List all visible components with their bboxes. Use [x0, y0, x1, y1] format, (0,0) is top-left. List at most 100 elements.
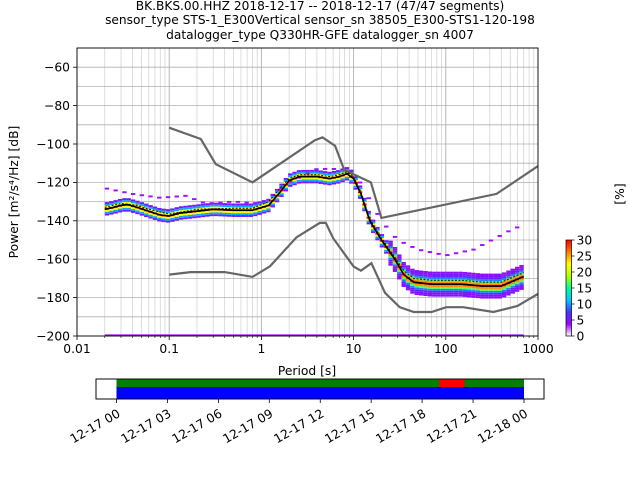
ppsd-cell [165, 216, 171, 219]
ppsd-cell [423, 280, 428, 283]
ppsd-cell [144, 213, 149, 216]
ppsd-cell [266, 210, 271, 213]
ppsd-cell [432, 294, 437, 297]
ppsd-cell [410, 287, 415, 290]
ppsd-cell [410, 285, 415, 288]
ppsd-cell [414, 275, 419, 278]
availability-tick-label: 12-17 18 [373, 406, 428, 446]
ppsd-cell [357, 195, 363, 197]
ppsd-cell [423, 288, 428, 291]
ppsd-cell [200, 203, 206, 206]
ppsd-cell [458, 288, 463, 291]
ppsd-cell [410, 282, 415, 285]
ppsd-cell [144, 203, 149, 206]
ppsd-cell [432, 277, 437, 280]
ppsd-cell [200, 213, 206, 216]
ppsd-cell [458, 275, 463, 278]
availability-tick-label: 12-17 09 [221, 406, 276, 446]
ppsd-cell [514, 272, 520, 275]
ppsd-cell [405, 278, 411, 281]
ppsd-cell [174, 218, 179, 221]
ppsd-cell [449, 287, 454, 289]
ppsd-cell [423, 271, 428, 273]
ppsd-cell [510, 278, 515, 281]
ppsd-cell [471, 291, 476, 294]
ppsd-cell [506, 272, 511, 275]
ppsd-cell [344, 178, 350, 181]
ppsd-cell [270, 197, 275, 200]
ppsd-cell [488, 287, 494, 289]
ppsd-outlier-cell [488, 239, 494, 242]
ppsd-cell [449, 292, 454, 295]
ppsd-cell [314, 171, 319, 174]
ppsd-cell [510, 282, 515, 285]
ppsd-cell [353, 183, 358, 186]
x-tick-label: 100 [434, 342, 457, 356]
ppsd-cell [501, 274, 507, 277]
ppsd-cell [510, 285, 515, 288]
ppsd-cell [440, 281, 446, 284]
ppsd-outlier-cell [209, 202, 214, 205]
ppsd-cell [519, 278, 524, 281]
ppsd-cell [240, 207, 245, 210]
ppsd-cell [506, 293, 511, 296]
ppsd-cell [314, 181, 319, 184]
ppsd-cell [480, 296, 485, 299]
ppsd-cell [466, 287, 472, 290]
ppsd-cell [309, 179, 315, 182]
ppsd-cell [397, 275, 402, 278]
ppsd-cell [231, 203, 236, 206]
ppsd-cell [484, 296, 489, 299]
ppsd-cell [449, 271, 454, 274]
ppsd-cell [475, 280, 481, 283]
ppsd-cell [475, 282, 481, 285]
ppsd-cell [148, 212, 153, 215]
ppsd-cell [270, 201, 275, 204]
ppsd-cell [366, 212, 371, 215]
ppsd-cell [248, 205, 254, 208]
ppsd-cell [405, 269, 411, 272]
ppsd-outlier-cell [366, 197, 371, 200]
ppsd-cell [449, 285, 454, 288]
ppsd-cell [248, 215, 254, 217]
ppsd-cell [226, 212, 232, 215]
ppsd-cell [405, 282, 411, 285]
ppsd-cell [497, 273, 502, 276]
ppsd-cell [379, 241, 385, 244]
ppsd-cell [117, 206, 123, 209]
ppsd-outlier-cell [331, 168, 337, 170]
ppsd-cell [257, 210, 262, 213]
ppsd-cell [301, 171, 306, 174]
ppsd-cell [506, 291, 511, 294]
ppsd-cell [279, 195, 284, 198]
ppsd-cell [480, 290, 485, 293]
ppsd-cell [440, 279, 446, 282]
ppsd-cell [292, 181, 297, 184]
ppsd-cell [244, 205, 249, 208]
ppsd-cell [187, 207, 193, 210]
ppsd-cell [462, 277, 467, 280]
ppsd-outlier-cell [288, 180, 293, 183]
ppsd-cell [480, 283, 485, 286]
ppsd-cell [113, 200, 118, 203]
ppsd-cell [480, 277, 485, 280]
ppsd-cell [318, 178, 323, 181]
ppsd-cell [344, 169, 350, 171]
ppsd-cell [432, 287, 437, 289]
ppsd-cell [226, 214, 232, 217]
ppsd-cell [514, 270, 520, 273]
chart-title-line-3: datalogger_type Q330HR-GFE datalogger_sn… [166, 28, 474, 42]
ppsd-cell [130, 201, 136, 204]
ppsd-cell [462, 294, 467, 297]
ppsd-cell [388, 256, 393, 258]
ppsd-cell [322, 182, 328, 185]
ppsd-cell [336, 181, 341, 184]
ppsd-cell [471, 276, 476, 279]
ppsd-cell [196, 215, 201, 218]
ppsd-cell [458, 285, 463, 288]
chart-title-line-1: BK.BKS.00.HHZ 2018-12-17 -- 2018-12-17 (… [135, 0, 505, 13]
ppsd-cell [244, 211, 249, 214]
ppsd-cell [388, 254, 393, 257]
ppsd-cell [501, 287, 507, 290]
ppsd-cell [235, 215, 241, 217]
